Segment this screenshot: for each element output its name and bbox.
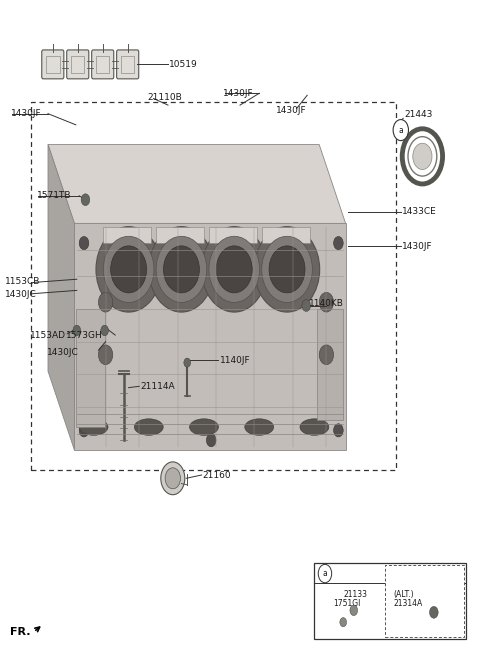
Polygon shape [48,145,346,223]
Circle shape [393,120,408,141]
FancyBboxPatch shape [317,309,343,420]
FancyBboxPatch shape [117,50,139,79]
FancyBboxPatch shape [42,50,64,79]
Circle shape [79,424,89,437]
Circle shape [319,292,334,312]
Circle shape [302,300,311,311]
FancyBboxPatch shape [262,227,310,243]
Ellipse shape [79,419,108,436]
Circle shape [73,325,81,336]
Circle shape [101,325,108,336]
FancyBboxPatch shape [76,309,105,427]
Circle shape [340,618,347,627]
Bar [385,565,464,637]
Ellipse shape [216,246,252,293]
Circle shape [319,345,334,365]
Circle shape [98,292,113,312]
Ellipse shape [300,419,329,436]
Polygon shape [48,145,74,450]
Circle shape [350,605,358,616]
Text: 1430JC: 1430JC [5,290,36,300]
Ellipse shape [149,227,214,312]
Text: 1153CB: 1153CB [5,277,40,286]
Circle shape [430,606,438,618]
Ellipse shape [156,237,207,302]
Ellipse shape [111,246,146,293]
Text: 21160: 21160 [203,470,231,480]
Ellipse shape [164,246,199,293]
Circle shape [413,143,432,170]
Text: a: a [398,125,403,135]
Circle shape [334,424,343,437]
Text: 1430JF: 1430JF [11,109,41,118]
Ellipse shape [209,237,260,302]
Ellipse shape [96,227,161,312]
Text: 1153AD: 1153AD [30,330,66,340]
Text: 1430JC: 1430JC [47,348,79,357]
Ellipse shape [134,419,163,436]
Text: 1140JF: 1140JF [220,355,251,365]
Circle shape [161,462,185,495]
Text: 1430JF: 1430JF [276,106,306,115]
Text: 1140KB: 1140KB [309,299,344,308]
Text: 21110B: 21110B [147,93,181,102]
Circle shape [98,345,113,365]
Circle shape [79,237,89,250]
Polygon shape [74,223,346,450]
Circle shape [184,358,191,367]
Ellipse shape [103,237,154,302]
Text: 21133: 21133 [343,590,367,599]
FancyBboxPatch shape [67,50,89,79]
FancyBboxPatch shape [92,50,114,79]
Ellipse shape [190,419,218,436]
Text: (ALT.): (ALT.) [393,590,414,599]
Ellipse shape [245,419,274,436]
Text: 1573GH: 1573GH [66,330,103,340]
FancyBboxPatch shape [103,227,151,243]
Text: 1430JF: 1430JF [402,242,432,251]
Text: 21114A: 21114A [140,382,175,391]
Text: 21314A: 21314A [393,599,422,608]
Text: 21443: 21443 [404,110,432,120]
Text: 1433CE: 1433CE [402,207,436,216]
Text: 10519: 10519 [169,60,198,69]
Circle shape [165,468,180,489]
Circle shape [318,564,332,583]
FancyBboxPatch shape [209,227,257,243]
Circle shape [206,434,216,447]
Text: a: a [323,569,327,578]
Ellipse shape [254,227,320,312]
Ellipse shape [262,237,312,302]
FancyBboxPatch shape [156,227,204,243]
Bar [31,102,396,470]
Circle shape [81,194,90,206]
Ellipse shape [202,227,267,312]
Text: FR.: FR. [10,627,30,637]
Circle shape [334,237,343,250]
Text: 1430JF: 1430JF [223,89,253,98]
Bar [314,563,466,639]
Text: 1751GI: 1751GI [334,599,361,608]
Ellipse shape [269,246,305,293]
Text: 1571TB: 1571TB [36,191,71,200]
